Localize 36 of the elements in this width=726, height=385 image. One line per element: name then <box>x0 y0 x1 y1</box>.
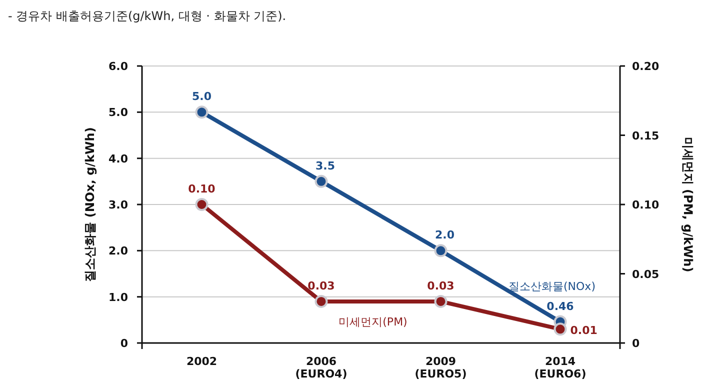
y2-tick-label: 0.20 <box>632 60 660 73</box>
y2-axis-title: 미세먼지 (PM, g/kWh) <box>681 136 695 272</box>
data-label: 5.0 <box>192 90 212 104</box>
point <box>434 294 448 308</box>
y-tick-label: 5.0 <box>108 106 128 120</box>
x-tick-label: 2002 <box>186 355 218 368</box>
data-label: 0.46 <box>546 300 574 313</box>
y-axis-title: 질소산화물 (NOx, g/kWh) <box>83 127 97 282</box>
point <box>314 174 328 188</box>
data-label: 0.03 <box>427 279 454 292</box>
x-tick-label: 2009 (EURO5) <box>414 355 467 381</box>
y2-tick-label: 0.10 <box>632 198 660 212</box>
chart-title: - 경유차 배출허용기준(g/kWh, 대형 · 화물차 기준). <box>8 9 286 23</box>
data-label: 0.03 <box>308 279 335 292</box>
point <box>554 322 567 336</box>
y2-tick-label: 0.05 <box>632 268 660 281</box>
data-label: 3.5 <box>316 159 335 172</box>
y-tick-label: 2.0 <box>108 244 128 258</box>
data-label: 2.0 <box>435 228 455 242</box>
data-label: 0.10 <box>188 182 216 196</box>
y2-tick-label: 0 <box>632 337 640 350</box>
point <box>314 294 328 308</box>
y-tick-label: 3.0 <box>108 198 128 212</box>
point <box>434 244 448 258</box>
series-label: 질소산화물(NOx) <box>508 280 596 294</box>
data-label: 0.01 <box>570 324 598 338</box>
y-tick-label: 6.0 <box>108 60 128 73</box>
y2-tick-label: 0.15 <box>632 129 660 142</box>
point <box>195 106 208 119</box>
y-tick-label: 1.0 <box>108 290 128 304</box>
series-label: 미세먼지(PM) <box>338 315 408 328</box>
x-tick-label: 2014 (EURO6) <box>534 355 586 381</box>
x-tick-label: 2006 (EURO4) <box>295 355 348 381</box>
y-tick-label: 0 <box>120 337 128 350</box>
y-tick-label: 4.0 <box>108 152 128 166</box>
point <box>195 198 208 211</box>
